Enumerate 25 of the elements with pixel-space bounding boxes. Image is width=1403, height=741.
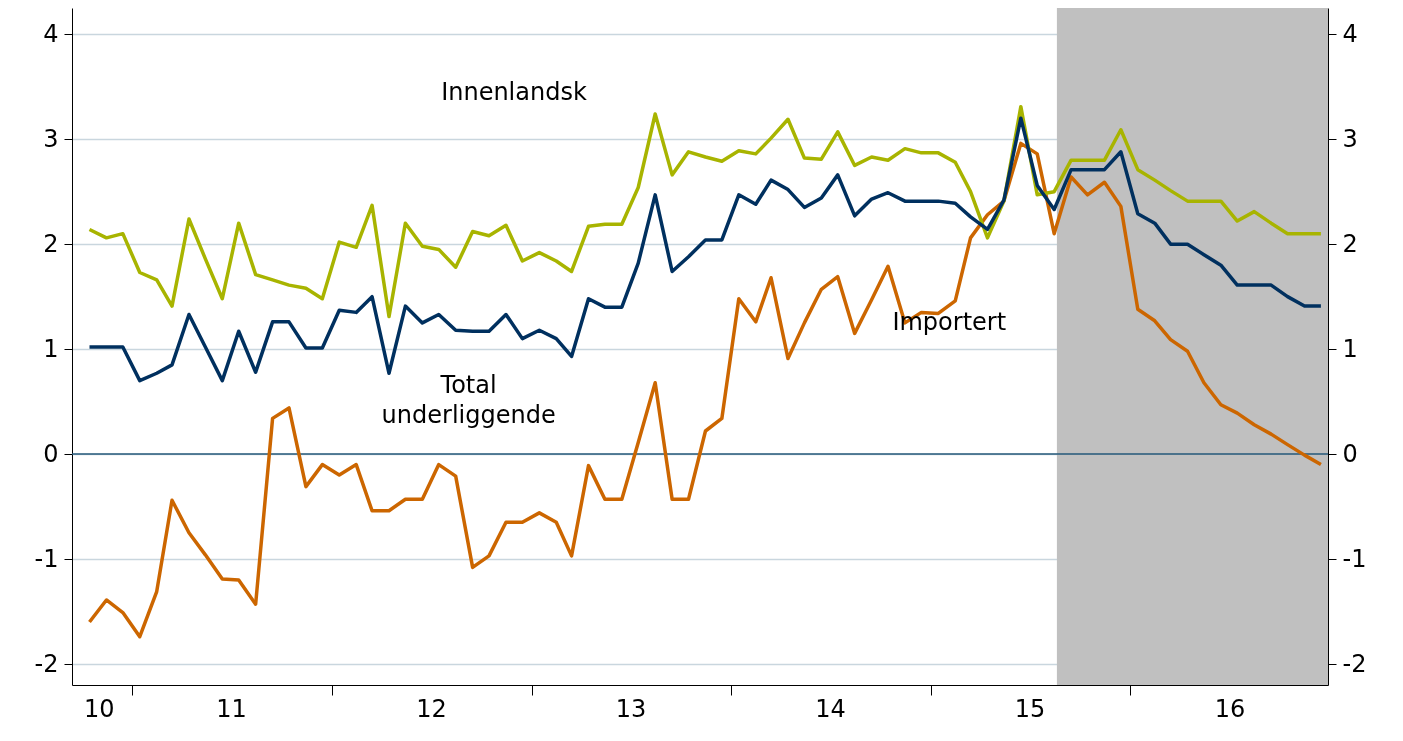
text: Innenlandsk <box>441 78 587 107</box>
y-tick-label: -2 <box>34 649 59 678</box>
y-tick-label: -1 <box>34 544 59 573</box>
y2-tick-label: 1 <box>1342 334 1358 363</box>
y-tick-label: 0 <box>43 439 59 468</box>
x-tick-label: 13 <box>615 694 647 723</box>
y-tick-label: 4 <box>43 19 59 48</box>
line-series <box>87 141 1323 639</box>
x-tick-label: 11 <box>216 694 247 723</box>
series-label: Importert <box>892 307 1007 336</box>
series-label: Total underliggende <box>381 371 556 430</box>
x-tick-label: 15 <box>1014 694 1046 723</box>
y-tick-label: 3 <box>43 124 59 153</box>
y-tick-label: 2 <box>43 229 59 258</box>
y2-tick-label: -1 <box>1342 544 1367 573</box>
y2-tick-label: -2 <box>1342 649 1367 678</box>
y2-tick-label: 2 <box>1342 229 1358 258</box>
x-tick-label: 12 <box>416 694 447 723</box>
y-tick-label: 1 <box>43 334 59 363</box>
x-tick-label: 16 <box>1214 694 1246 723</box>
y2-tick-label: 3 <box>1342 124 1358 153</box>
y2-tick-label: 0 <box>1342 439 1358 468</box>
x-tick-label: 10 <box>84 694 115 723</box>
x-tick-label: 14 <box>815 694 846 723</box>
y2-tick-label: 4 <box>1342 19 1358 48</box>
